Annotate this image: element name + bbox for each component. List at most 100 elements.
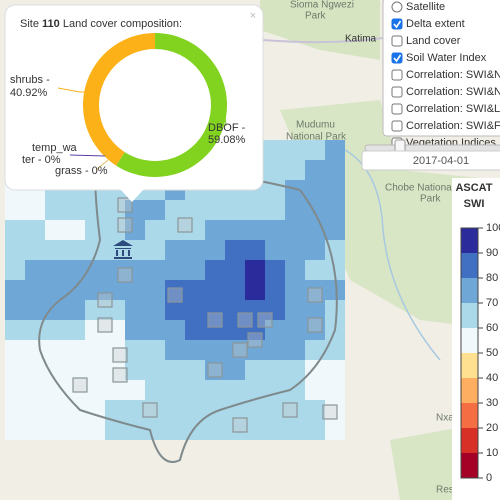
layer-checkbox[interactable]: [391, 86, 403, 98]
site-marker[interactable]: [282, 402, 298, 418]
site-marker[interactable]: [112, 347, 128, 363]
swi-cell: [105, 340, 125, 360]
slice-label: 59.08%: [208, 134, 246, 146]
swi-cell: [125, 260, 145, 280]
layer-label[interactable]: Correlation: SWI&LAI: [406, 103, 500, 115]
swi-cell: [325, 240, 345, 260]
swi-cell: [25, 380, 45, 400]
site-marker[interactable]: [167, 287, 183, 303]
site-marker[interactable]: [232, 342, 248, 358]
site-marker[interactable]: [247, 332, 263, 348]
site-marker[interactable]: [232, 417, 248, 433]
swi-cell: [125, 340, 145, 360]
swi-cell: [285, 300, 305, 320]
swi-cell: [245, 300, 265, 320]
layer-checkbox[interactable]: [391, 69, 403, 81]
swi-cell: [65, 280, 85, 300]
swi-cell: [225, 300, 245, 320]
legend-tick-label: 70: [486, 297, 498, 309]
swi-cell: [285, 200, 305, 220]
swi-cell: [225, 200, 245, 220]
site-marker[interactable]: [112, 367, 128, 383]
swi-cell: [165, 280, 185, 300]
map-label: Katima: [345, 34, 377, 45]
layer-label[interactable]: Land cover: [406, 35, 461, 47]
delta-extent: [38, 159, 338, 463]
site-marker[interactable]: [117, 267, 133, 283]
site-marker[interactable]: [207, 362, 223, 378]
swi-cell: [145, 360, 165, 380]
swi-cell: [185, 360, 205, 380]
swi-cell: [305, 280, 325, 300]
swi-cell: [145, 240, 165, 260]
swi-cell: [265, 140, 285, 160]
swi-cell: [145, 420, 165, 440]
donut-slice: [116, 33, 227, 177]
site-marker[interactable]: [322, 404, 338, 420]
layer-label[interactable]: Correlation: SWI&NDWI: [406, 86, 500, 98]
swi-cell: [225, 420, 245, 440]
swi-cell: [45, 220, 65, 240]
swi-cell: [265, 220, 285, 240]
site-marker[interactable]: [237, 312, 253, 328]
swi-cell: [245, 220, 265, 240]
site-marker[interactable]: [307, 287, 323, 303]
site-marker[interactable]: [177, 217, 193, 233]
site-marker[interactable]: [257, 312, 273, 328]
swi-cell: [165, 420, 185, 440]
swi-cell: [265, 380, 285, 400]
swi-cell: [5, 240, 25, 260]
layer-label[interactable]: Delta extent: [406, 18, 465, 30]
layer-label[interactable]: Soil Water Index: [406, 52, 487, 64]
site-marker[interactable]: [97, 317, 113, 333]
swi-cell: [305, 400, 325, 420]
swi-cell: [185, 280, 205, 300]
swi-cell: [305, 240, 325, 260]
site-marker[interactable]: [142, 402, 158, 418]
slider-track[interactable]: [364, 144, 500, 152]
swi-cell: [245, 280, 265, 300]
swi-cell: [285, 380, 305, 400]
leader-line: [69, 154, 106, 157]
swi-cell: [165, 380, 185, 400]
swi-cell: [25, 220, 45, 240]
site-marker[interactable]: [307, 317, 323, 333]
swi-cell: [25, 300, 45, 320]
swi-cell: [265, 400, 285, 420]
map-label: Park: [420, 194, 442, 205]
legend-tick-label: 90: [486, 247, 498, 259]
swi-cell: [85, 420, 105, 440]
swi-cell: [85, 280, 105, 300]
swi-cell: [25, 260, 45, 280]
swi-cell: [45, 400, 65, 420]
swi-cell: [205, 320, 225, 340]
swi-cell: [305, 380, 325, 400]
site-marker[interactable]: [117, 217, 133, 233]
swi-cell: [325, 140, 345, 160]
layer-radio[interactable]: [391, 1, 403, 13]
swi-cell: [225, 400, 245, 420]
swi-cell: [205, 220, 225, 240]
site-marker[interactable]: [97, 292, 113, 308]
layer-label[interactable]: Correlation: SWI&FAPAR: [406, 120, 500, 132]
legend-swatch: [461, 403, 478, 428]
swi-cell: [145, 220, 165, 240]
swi-cell: [105, 380, 125, 400]
swi-cell: [85, 240, 105, 260]
swi-cell: [85, 380, 105, 400]
layer-label[interactable]: Correlation: SWI&NDVI: [406, 69, 500, 81]
swi-cell: [65, 420, 85, 440]
site-marker[interactable]: [72, 377, 88, 393]
layer-label[interactable]: Satellite: [406, 1, 445, 13]
layer-checkbox[interactable]: [391, 103, 403, 115]
close-button[interactable]: ×: [250, 10, 256, 22]
site-marker[interactable]: [207, 312, 223, 328]
layer-checkbox[interactable]: [391, 120, 403, 132]
swi-cell: [165, 400, 185, 420]
swi-cell: [325, 420, 345, 440]
swi-cell: [305, 320, 325, 340]
swi-cell: [265, 240, 285, 260]
swi-cell: [245, 340, 265, 360]
site-marker[interactable]: [117, 197, 133, 213]
layer-checkbox[interactable]: [391, 35, 403, 47]
